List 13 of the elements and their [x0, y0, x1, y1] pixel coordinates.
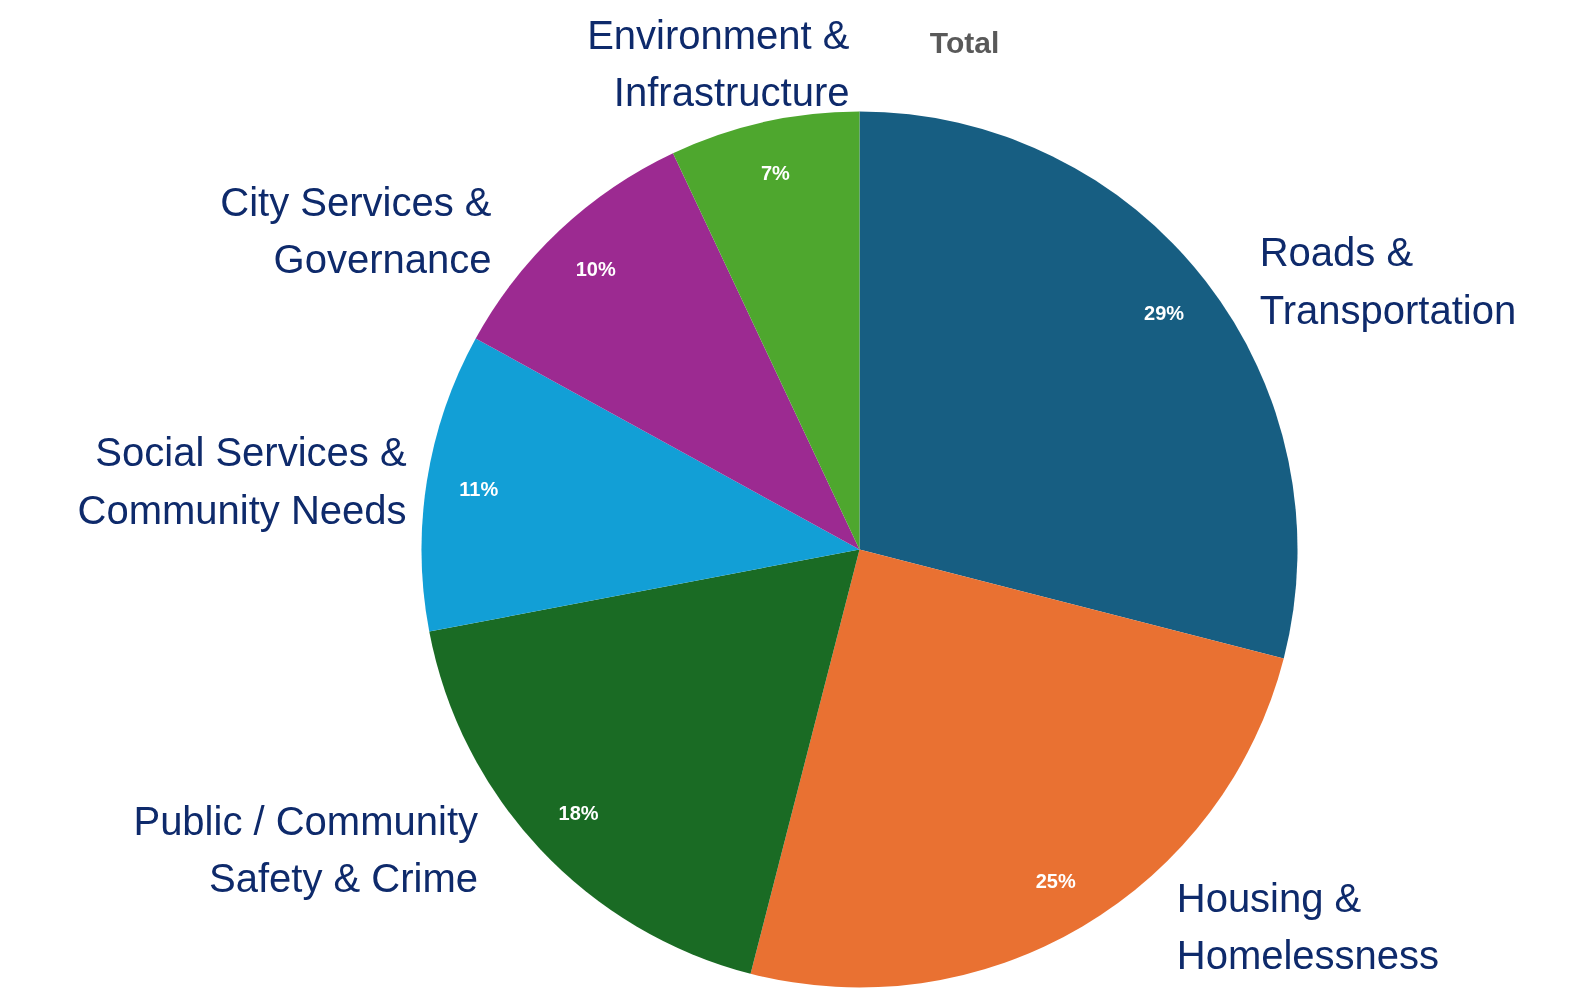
data-label: 7% [760, 162, 791, 185]
slice-label: Housing & Homelessness [1176, 875, 1440, 978]
slice-label: Roads & Transportation [1259, 230, 1517, 332]
chart-title: Total [929, 26, 1000, 59]
slice-label: City Services & Governance [220, 179, 492, 281]
data-label: 29% [1144, 302, 1185, 325]
slice-label: Environment & Infrastructure [587, 12, 850, 115]
slice-label: Public / Community Safety & Crime [133, 798, 479, 900]
data-label: 10% [575, 257, 616, 280]
data-label: 11% [459, 478, 499, 501]
slice-label: Social Services & Community Needs [77, 430, 407, 532]
data-label: 18% [558, 802, 599, 825]
data-label: 25% [1035, 870, 1076, 893]
